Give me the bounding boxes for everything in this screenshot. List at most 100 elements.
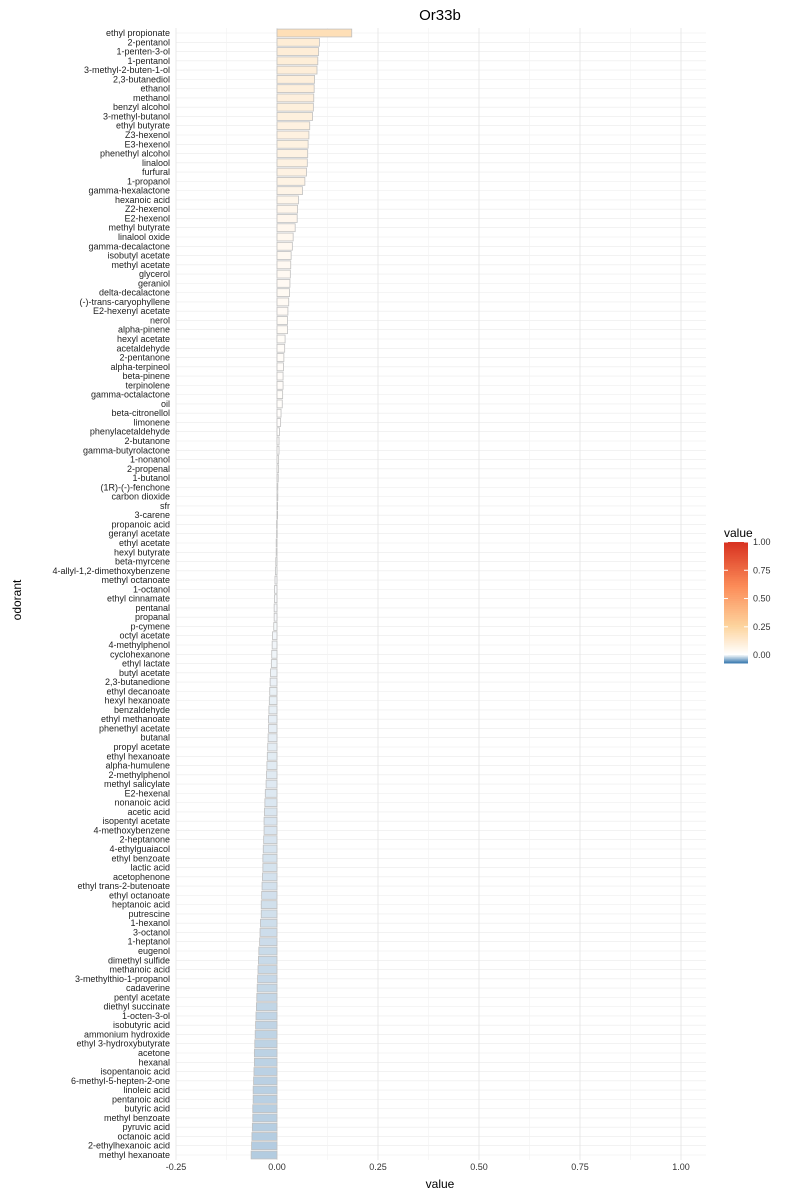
y-tick-label: ethyl cinnamate <box>107 594 170 604</box>
y-tick-label: hexanal <box>138 1057 170 1067</box>
bar <box>276 464 280 474</box>
bar <box>276 353 285 362</box>
legend-color-step <box>724 638 748 642</box>
bar <box>276 501 279 511</box>
y-tick-label: 3-methylthio-1-propanol <box>75 974 170 984</box>
y-tick-label: alpha-terpineol <box>110 362 170 372</box>
bar <box>276 297 290 307</box>
legend-tick-label: 0.00 <box>753 650 771 660</box>
legend-color-step <box>724 552 748 555</box>
bar <box>273 603 278 613</box>
color-legend: value 1.00 0.75 0.50 0.25 0.00 <box>724 526 771 664</box>
y-tick-label: 2-butanone <box>124 436 170 446</box>
y-tick-label: ethyl 3-hydroxybutyrate <box>76 1039 170 1049</box>
bar <box>259 928 278 937</box>
y-tick-label: isobutyl acetate <box>107 251 170 261</box>
bar <box>276 158 308 168</box>
y-tick-label: isopentanoic acid <box>100 1067 170 1077</box>
legend-color-step <box>724 604 748 608</box>
legend-tick-label: 0.75 <box>753 565 771 575</box>
legend-color-step <box>724 642 748 646</box>
legend-color-step <box>724 648 748 652</box>
y-tick-label: geranyl acetate <box>108 529 170 539</box>
bar <box>276 84 315 93</box>
bar <box>276 381 284 390</box>
y-tick-label: ethyl hexanoate <box>106 751 170 761</box>
y-tick-label: ethyl octanoate <box>109 890 170 900</box>
y-tick-label: 2-propenal <box>127 464 170 474</box>
bar <box>275 557 278 566</box>
legend-color-step <box>724 570 748 573</box>
legend-color-step <box>724 564 748 567</box>
legend-color-step <box>724 612 748 616</box>
legend-color-step <box>724 644 748 648</box>
bar <box>251 1132 278 1141</box>
bar <box>257 965 278 974</box>
y-tick-label: ethyl benzoate <box>111 853 170 863</box>
bar <box>274 566 278 576</box>
y-tick-label: E2-hexenal <box>124 788 170 798</box>
bar <box>268 714 278 724</box>
legend-color-step <box>724 580 748 583</box>
y-tick-label: ammonium hydroxide <box>84 1029 170 1039</box>
y-tick-label: 1-hexanol <box>130 918 170 928</box>
bar <box>276 334 286 344</box>
y-tick-label: nerol <box>150 315 170 325</box>
x-axis-title: value <box>426 1177 455 1191</box>
bar <box>276 167 307 177</box>
bar <box>276 455 280 464</box>
x-tick-label: 0.25 <box>369 1162 387 1172</box>
bar <box>274 594 278 603</box>
y-tick-label: methyl benzoate <box>104 1113 170 1123</box>
legend-color-step <box>724 646 748 650</box>
y-tick-label: E2-hexenol <box>124 213 170 223</box>
x-axis-ticks: -0.25 0.00 0.25 0.50 0.75 1.00 <box>166 1162 690 1172</box>
bar <box>274 575 278 585</box>
bar <box>263 816 278 826</box>
bar <box>268 705 278 715</box>
legend-color-step <box>724 592 748 595</box>
y-tick-label: heptanoic acid <box>112 900 170 910</box>
y-tick-label: hexyl hexanoate <box>104 696 170 706</box>
bar <box>254 1030 278 1039</box>
y-tick-label: pentyl acetate <box>114 992 170 1002</box>
legend-color-step <box>724 568 748 571</box>
bar <box>270 668 278 678</box>
legend-color-step <box>724 614 748 618</box>
bar <box>276 279 291 288</box>
bar <box>255 1011 278 1021</box>
bar <box>276 316 288 325</box>
y-tick-label: ethyl lactate <box>122 659 170 669</box>
y-tick-label: gamma-butyrolactone <box>83 445 170 455</box>
bar <box>276 343 286 353</box>
y-tick-label: eugenol <box>138 946 170 956</box>
legend-color-step <box>724 620 748 624</box>
legend-color-step <box>724 634 748 638</box>
y-tick-label: 4-methoxybenzene <box>93 825 170 835</box>
bar <box>269 687 278 696</box>
bar <box>258 955 278 965</box>
y-tick-label: propanal <box>135 612 170 622</box>
bar <box>276 520 278 529</box>
y-tick-label: carbon dioxide <box>111 492 170 502</box>
legend-color-step <box>724 574 748 577</box>
bar <box>276 418 282 427</box>
y-tick-label: methyl hexanoate <box>99 1150 170 1160</box>
legend-color-step <box>724 654 748 658</box>
y-tick-label: acetone <box>138 1048 170 1058</box>
bar <box>276 529 278 539</box>
y-tick-label: 4-allyl-1,2-dimethoxybenzene <box>52 566 170 576</box>
legend-color-step <box>724 624 748 628</box>
y-tick-label: pentanal <box>135 603 170 613</box>
legend-tick-label: 0.25 <box>753 622 771 632</box>
bar <box>276 510 279 520</box>
bar <box>276 399 283 409</box>
y-tick-label: E3-hexenol <box>124 139 170 149</box>
y-tick-label: linalool oxide <box>118 232 170 242</box>
x-tick-label: 0.00 <box>268 1162 286 1172</box>
bar <box>262 872 278 882</box>
legend-tick-label: 1.00 <box>753 537 771 547</box>
bar <box>271 640 278 650</box>
y-tick-label: alpha-pinene <box>118 325 170 335</box>
